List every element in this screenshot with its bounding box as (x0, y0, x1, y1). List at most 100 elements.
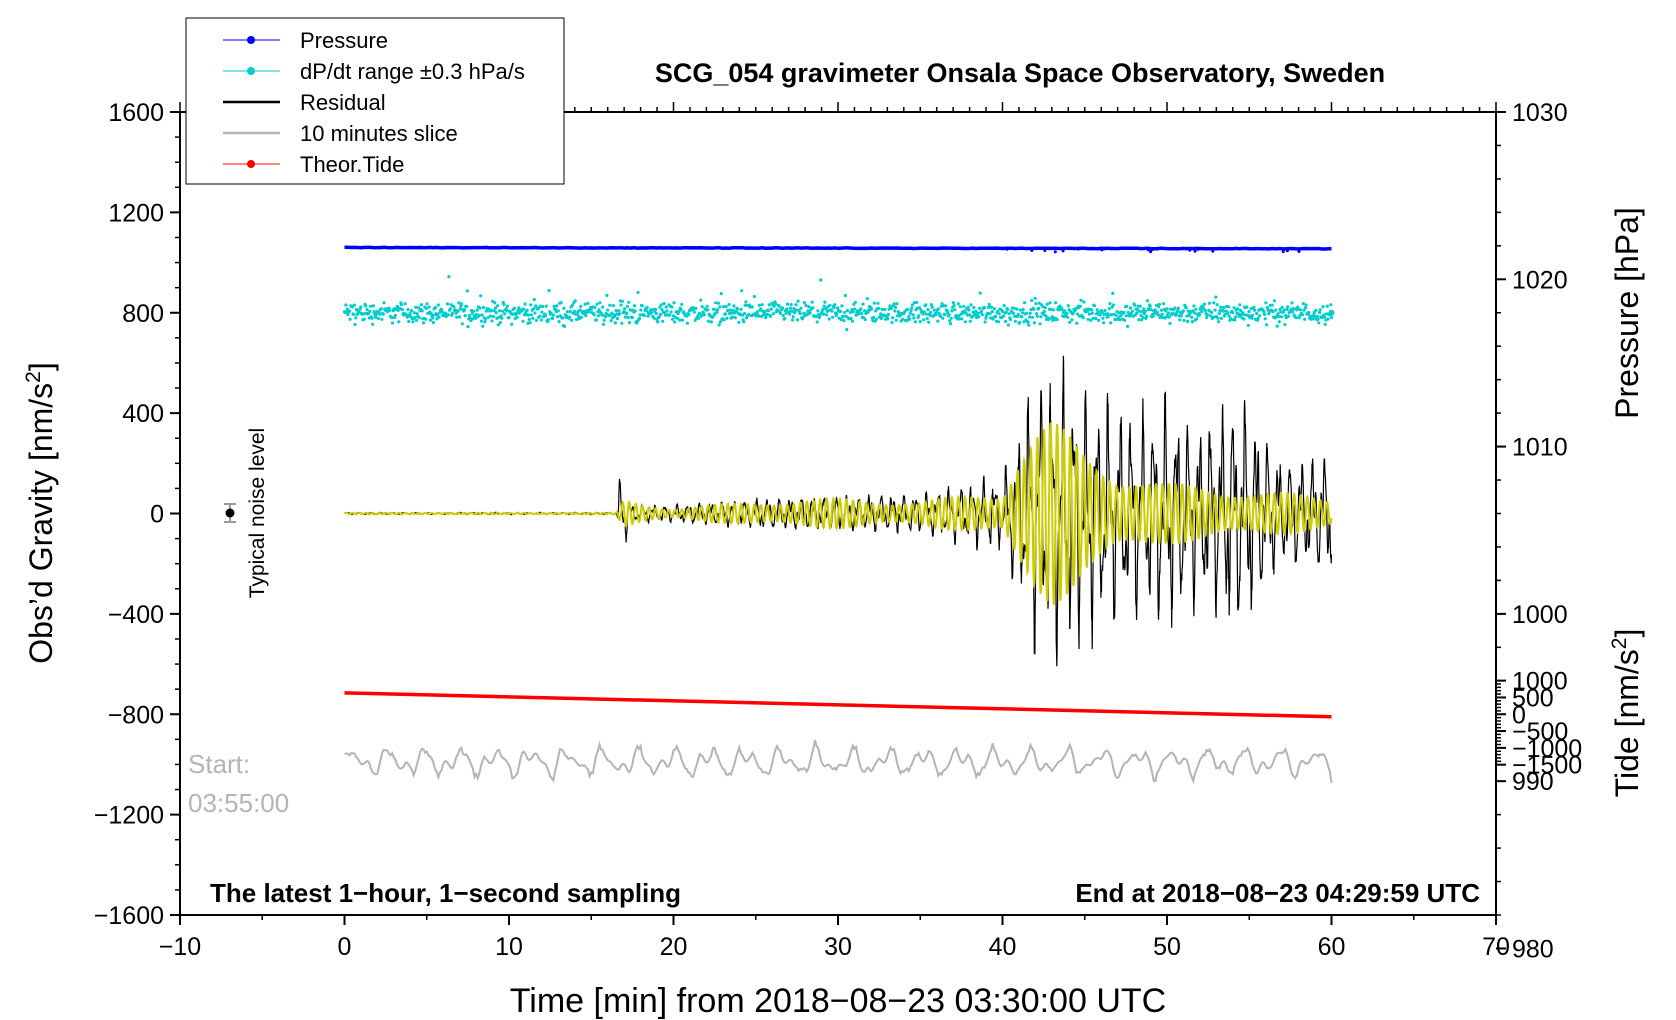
dpdt-point (766, 309, 771, 313)
dpdt-point (1026, 320, 1030, 324)
dpdt-point (1279, 315, 1283, 319)
dpdt-point (785, 307, 789, 311)
dpdt-point (379, 307, 383, 311)
dpdt-point (908, 317, 912, 321)
legend-entry: Pressure (223, 28, 388, 53)
dpdt-point (752, 294, 757, 299)
dpdt-point (352, 303, 356, 307)
pressure-point (1193, 249, 1197, 253)
dpdt-point (849, 316, 853, 321)
dpdt-point (739, 307, 743, 311)
dpdt-point (479, 319, 483, 323)
dpdt-point (474, 312, 478, 317)
dpdt-point (490, 319, 494, 323)
dpdt-point (891, 316, 895, 320)
dpdt-point (589, 307, 594, 311)
pressure-point (1100, 248, 1104, 252)
dpdt-point (460, 302, 464, 306)
y-tick-label: 1200 (108, 199, 164, 227)
dpdt-point (1156, 313, 1160, 317)
dpdt-point (947, 312, 951, 317)
pressure-point (1053, 250, 1057, 254)
dpdt-point (969, 303, 973, 307)
dpdt-point (481, 324, 485, 328)
dpdt-point (1152, 312, 1156, 316)
dpdt-point (1176, 309, 1180, 313)
dpdt-point (521, 319, 525, 323)
dpdt-point (796, 299, 800, 303)
dpdt-point (742, 320, 746, 324)
dpdt-point (465, 289, 469, 293)
dpdt-point (1329, 315, 1334, 320)
x-tick-label: 40 (989, 933, 1017, 961)
dpdt-point (347, 309, 351, 313)
dpdt-point (839, 318, 843, 322)
dpdt-point (572, 309, 577, 313)
dpdt-point (555, 304, 559, 308)
dpdt-point (505, 304, 510, 308)
dpdt-point (1142, 307, 1146, 311)
dpdt-point (1325, 304, 1329, 308)
dpdt-point (838, 309, 843, 314)
dpdt-point (672, 301, 676, 305)
dpdt-point (735, 307, 740, 311)
dpdt-point (1245, 313, 1250, 317)
dpdt-point (460, 322, 464, 326)
dpdt-point (409, 309, 414, 313)
dpdt-point (644, 309, 649, 313)
dpdt-point (901, 317, 905, 321)
dpdt-point (930, 305, 934, 309)
dpdt-point (926, 308, 930, 312)
dpdt-point (565, 310, 570, 314)
y-axis-label-sup: 2 (22, 371, 45, 383)
dpdt-point (500, 309, 505, 313)
dpdt-point (510, 322, 514, 326)
dpdt-point (505, 309, 509, 313)
dpdt-point (1006, 307, 1010, 311)
dpdt-point (835, 312, 839, 316)
dpdt-point (1030, 315, 1034, 319)
dpdt-point (1157, 305, 1161, 309)
dpdt-point (765, 312, 769, 316)
dpdt-point (1216, 316, 1220, 320)
dpdt-point (527, 317, 531, 321)
dpdt-point (587, 310, 591, 314)
y-axis-label-main: Obs’d Gravity [nm/s (23, 383, 59, 664)
dpdt-point (446, 313, 450, 317)
dpdt-point (353, 322, 357, 327)
dpdt-point (892, 302, 896, 306)
dpdt-point (1079, 298, 1083, 302)
dpdt-point (836, 306, 840, 310)
dpdt-point (415, 312, 419, 316)
dpdt-point (1138, 309, 1142, 313)
dpdt-point (1042, 309, 1046, 314)
dpdt-point (760, 303, 764, 307)
dpdt-point (714, 301, 718, 305)
dpdt-point (1219, 316, 1223, 320)
dpdt-point (1207, 301, 1211, 305)
dpdt-point (381, 312, 385, 316)
dpdt-point (1247, 310, 1251, 314)
dpdt-point (807, 305, 811, 309)
pressure-point (1150, 248, 1154, 252)
dpdt-point (1193, 311, 1197, 315)
dpdt-point (364, 304, 368, 308)
dpdt-point (1182, 318, 1186, 322)
dpdt-point (1317, 310, 1322, 315)
dpdt-point (1200, 310, 1204, 314)
dpdt-point (928, 313, 932, 318)
dpdt-point (1126, 310, 1130, 315)
dpdt-point (541, 305, 545, 309)
dpdt-point (463, 314, 467, 318)
dpdt-point (1071, 311, 1075, 315)
dpdt-point (376, 316, 380, 321)
slice-start-time: 03:55:00 (188, 788, 289, 818)
dpdt-point (790, 318, 795, 322)
dpdt-point (936, 319, 940, 323)
dpdt-point (786, 302, 790, 306)
dpdt-point (642, 314, 646, 318)
dpdt-point (584, 314, 588, 318)
dpdt-point (1245, 305, 1249, 309)
dpdt-point (808, 311, 812, 315)
series-pressure (344, 245, 1332, 254)
